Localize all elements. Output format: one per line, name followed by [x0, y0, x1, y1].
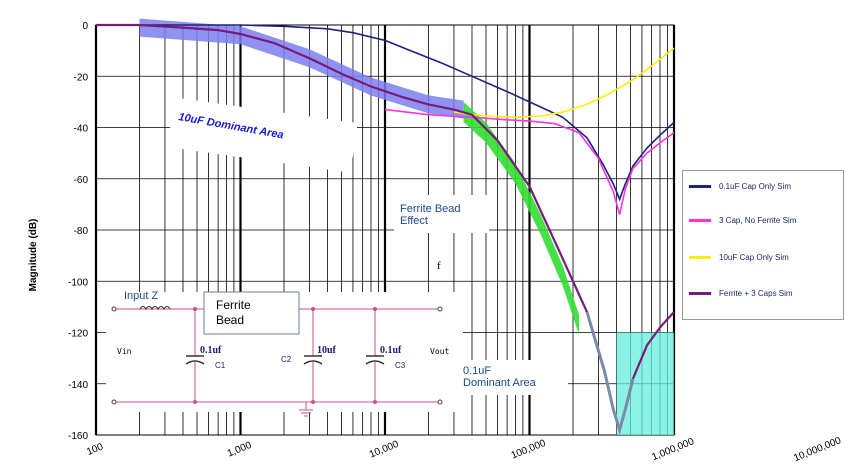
legend-label: 3 Cap, No Ferrite Sim: [719, 215, 797, 225]
x-tick-label: 100,000: [510, 438, 548, 462]
annotation-ferrite-text: Ferrite Bead Effect: [400, 203, 461, 227]
annotation-f: f: [437, 260, 441, 272]
cap-value-label: 0.1uf: [380, 345, 402, 356]
annotation-01uf: 0.1uF Dominant Area: [458, 360, 568, 395]
cap-ref-label: C1: [215, 361, 226, 370]
y-tick-label: -60: [74, 175, 89, 186]
output-terminal-top: [437, 306, 443, 312]
legend-entry: 3 Cap, No Ferrite Sim: [689, 213, 796, 227]
vin-label: Vin: [117, 347, 132, 356]
legend-entry: Ferrite + 3 Caps Sim: [689, 286, 793, 300]
legend-entry: 0.1uF Cap Only Sim: [689, 179, 791, 193]
y-tick-label: -160: [68, 431, 88, 442]
ferrite-box: [203, 291, 300, 335]
legend-swatch: [689, 218, 711, 222]
legend-label: 0.1uF Cap Only Sim: [719, 181, 792, 191]
highlight-ferrite-band: [463, 102, 579, 335]
ground-icon: [299, 402, 313, 417]
x-tick-labels: 100 1,000 10,000 100,000 1,000,000 10,000,000…: [85, 435, 843, 464]
series-lines: [96, 23, 675, 436]
y-tick-label: 0: [82, 21, 88, 32]
series-line-2: [453, 47, 675, 119]
y-axis-label: Magnitude (dB): [28, 219, 39, 292]
cap-ref-label: C2: [281, 355, 292, 364]
ferrite-bead-label: Ferrite Bead: [216, 298, 251, 327]
y-tick-label: -20: [74, 72, 89, 83]
legend-swatch: [689, 255, 711, 259]
cap-value-label: 0.1uf: [200, 345, 222, 356]
y-tick-label: -140: [68, 380, 88, 391]
x-tick-label: 10,000: [368, 439, 401, 461]
legend-label: 10uF Cap Only Sim: [719, 252, 789, 262]
y-tick-labels: 0 -20 -40 -60 -80 -100 -120 -140 -160: [68, 21, 88, 442]
y-tick-label: -100: [68, 277, 88, 288]
x-tick-label: 1,000: [226, 440, 254, 460]
series-notch-overlay: [585, 311, 635, 436]
y-tick-label: -120: [68, 329, 88, 340]
cap-value-label: 10uf: [317, 345, 337, 356]
annotation-10uf: 10uF Dominant Area: [167, 97, 358, 173]
vout-label: Vout: [430, 347, 449, 356]
x-tick-label: 10,000,000: [792, 435, 843, 464]
x-tick-label: 100: [85, 441, 105, 458]
series-line-0: [96, 24, 675, 202]
cap-ref-label: C3: [395, 361, 406, 370]
inductor-icon: [139, 306, 171, 310]
highlight-10uf-band: [139, 18, 464, 119]
y-tick-label: -40: [74, 124, 89, 135]
legend-swatch: [689, 291, 711, 295]
filter-schematic: Input Z Ferrite Bead 0.1uf C1 10uf C2 0.1uf C3…: [106, 290, 463, 417]
input-terminal-top: [111, 306, 117, 312]
series-line-1: [384, 108, 675, 215]
y-tick-label: -80: [74, 226, 89, 237]
legend-swatch: [689, 184, 711, 188]
input-z-label: Input Z: [124, 290, 159, 302]
legend: 0.1uF Cap Only Sim 3 Cap, No Ferrite Sim 1…: [682, 170, 844, 320]
output-terminal-bottom: [437, 399, 443, 405]
annotation-ferrite: Ferrite Bead Effect: [394, 195, 489, 233]
input-terminal-bottom: [111, 399, 117, 405]
legend-entry: 10uF Cap Only Sim: [689, 250, 789, 264]
x-tick-label: 1,000,000: [650, 436, 696, 463]
annotation-01uf-text: 0.1uF Dominant Area: [463, 365, 537, 389]
legend-label: Ferrite + 3 Caps Sim: [719, 288, 793, 298]
